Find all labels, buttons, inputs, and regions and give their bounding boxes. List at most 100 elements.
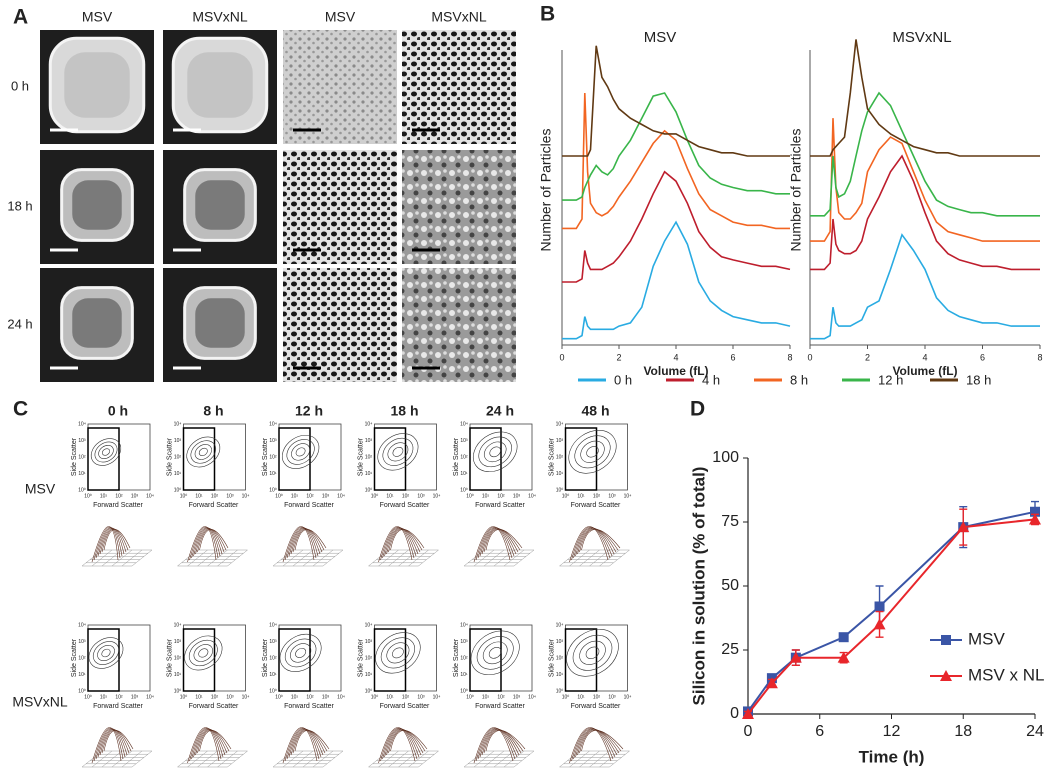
peak	[199, 730, 232, 752]
peak	[483, 729, 524, 754]
tick-label: 10⁰	[174, 688, 182, 694]
peak	[388, 729, 426, 754]
column-header: 48 h	[581, 403, 609, 419]
tick-label: 10¹	[365, 672, 373, 678]
contour	[98, 444, 114, 460]
gate	[87, 628, 120, 692]
mesh	[282, 750, 304, 768]
distribution-line	[810, 154, 1040, 271]
tick-label: 10⁴	[146, 694, 154, 700]
distribution-line	[810, 39, 1040, 157]
tick-label: 10²	[593, 493, 601, 499]
x-axis-label: Forward Scatter	[475, 502, 525, 509]
tick-label: 10³	[608, 493, 616, 499]
peak	[101, 729, 132, 754]
mesh	[569, 549, 590, 567]
contour	[382, 437, 414, 466]
tick-label: 10³	[174, 639, 182, 645]
panel-label: B	[540, 3, 555, 26]
y-axis-label: Side Scatter	[71, 437, 78, 476]
tick-label: 10¹	[460, 471, 468, 477]
x-axis-label: Forward Scatter	[93, 703, 143, 710]
mesh	[91, 549, 113, 567]
peak	[475, 526, 513, 561]
tick-label: 10²	[269, 655, 277, 661]
x-axis-label: Forward Scatter	[189, 703, 239, 710]
peak	[284, 526, 317, 561]
tick-label: 10³	[226, 493, 234, 499]
tick-label: 10¹	[291, 493, 299, 499]
legend-label: MSV	[968, 629, 1006, 648]
column-header: MSVxNL	[431, 9, 486, 25]
tick-label: 10⁰	[365, 688, 373, 694]
tick-label: 10¹	[100, 694, 108, 700]
particle-core	[195, 298, 245, 348]
contour	[489, 446, 501, 458]
peak	[481, 729, 522, 756]
mesh	[579, 750, 600, 768]
tick-label: 10¹	[78, 672, 86, 678]
y-axis-label: Side Scatter	[166, 638, 173, 677]
tick-label: 10²	[497, 493, 505, 499]
tick-label: 10¹	[365, 471, 373, 477]
micrograph	[402, 268, 516, 382]
x-tick-label: 6	[730, 352, 735, 362]
x-tick-label: 8	[1037, 352, 1042, 362]
mesh	[121, 549, 143, 567]
peak	[199, 529, 229, 551]
tick-label: 10¹	[195, 493, 203, 499]
tick-label: 10⁴	[174, 622, 182, 628]
mesh	[473, 549, 495, 567]
tick-label: 10²	[115, 493, 123, 499]
peak	[189, 526, 219, 561]
gate	[469, 628, 502, 692]
legend-label: MSV x NL	[968, 665, 1045, 684]
tick-label: 10⁴	[337, 694, 345, 700]
contour	[94, 441, 118, 463]
mesh	[101, 549, 123, 567]
peak	[384, 728, 422, 758]
mesh	[513, 549, 535, 567]
distribution-line	[562, 45, 790, 157]
peak	[103, 529, 131, 551]
contour	[193, 644, 214, 662]
tick-label: 10²	[115, 694, 123, 700]
tick-label: 10⁰	[556, 487, 564, 493]
column-header: MSV	[82, 9, 113, 25]
peak	[288, 728, 324, 758]
gate	[373, 628, 407, 692]
contour	[483, 441, 507, 463]
tick-label: 10²	[306, 493, 314, 499]
peak	[382, 728, 420, 760]
marker	[765, 677, 778, 689]
row-label: MSVxNL	[12, 694, 67, 710]
tick-label: 10¹	[195, 694, 203, 700]
tick-label: 10²	[460, 454, 468, 460]
peak	[481, 528, 519, 555]
tick-label: 10²	[78, 454, 86, 460]
tick-label: 10³	[417, 493, 425, 499]
tick-label: 10²	[460, 655, 468, 661]
tick-label: 10⁰	[562, 493, 570, 499]
contour	[188, 639, 218, 667]
contour	[194, 444, 212, 460]
x-axis-label: Forward Scatter	[284, 703, 334, 710]
tick-label: 10⁴	[528, 694, 536, 700]
x-axis-label: Forward Scatter	[571, 703, 621, 710]
tick-label: 10²	[402, 694, 410, 700]
contour	[574, 435, 611, 469]
contour	[482, 641, 508, 665]
mesh	[503, 549, 525, 567]
contour	[478, 436, 512, 468]
micrograph	[402, 30, 516, 144]
x-axis-label: Volume (fL)	[892, 364, 957, 378]
tick-label: 10³	[269, 639, 277, 645]
y-axis-label: Silicon in solution (% of total)	[689, 467, 708, 706]
marker	[873, 618, 886, 630]
tick-label: 10¹	[386, 493, 394, 499]
x-tick-label: 0	[744, 723, 753, 740]
mesh	[101, 750, 123, 768]
peak	[193, 527, 223, 557]
tick-label: 10⁰	[269, 688, 277, 694]
tick-label: 10⁴	[269, 622, 277, 628]
